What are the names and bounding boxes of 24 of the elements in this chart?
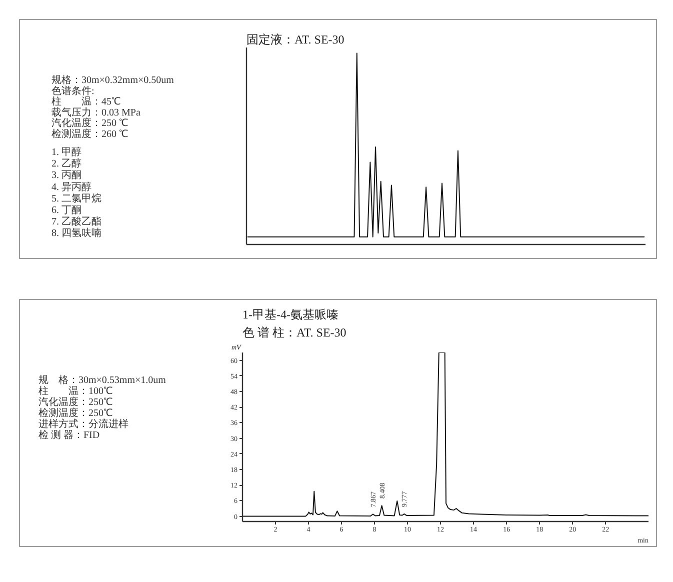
text: 检测温度：260 ℃	[52, 128, 128, 140]
line-series	[242, 352, 648, 517]
text: 汽化温度：250 ℃	[52, 117, 128, 130]
chart-title: 1-甲基-4-氨基哌嗪	[242, 308, 338, 322]
text: 色谱条件:	[52, 84, 94, 97]
text: 7. 乙酸乙酯	[52, 216, 102, 228]
text: 2. 乙醇	[52, 158, 82, 170]
chart-subtitle: 色 谱 柱：AT. SE-30	[242, 326, 346, 340]
text: 进样方式：分流进样	[38, 418, 128, 430]
text: 5. 二氯甲烷	[52, 192, 102, 204]
text: 检测温度：250℃	[38, 407, 112, 419]
chart-title: 固定液：AT. SE-30	[246, 32, 344, 46]
text: 6. 丁酮	[52, 205, 82, 216]
text: 柱 温：45℃	[52, 96, 120, 108]
text: 4. 异丙醇	[52, 180, 92, 193]
text: 柱 温：100℃	[38, 385, 112, 397]
text: 8. 四氢呋喃	[52, 227, 102, 240]
text: 载气压力：0.03 MPa	[52, 106, 141, 118]
text: 规 格：30m×0.53mm×1.0um	[38, 374, 166, 386]
text: 检 测 器：FID	[38, 429, 100, 441]
text: 规格：30m×0.32mm×0.50um	[52, 74, 174, 86]
text: 汽化温度：250℃	[38, 396, 112, 408]
text: 3. 丙酮	[52, 170, 82, 182]
text: 1. 甲醇	[52, 146, 82, 158]
